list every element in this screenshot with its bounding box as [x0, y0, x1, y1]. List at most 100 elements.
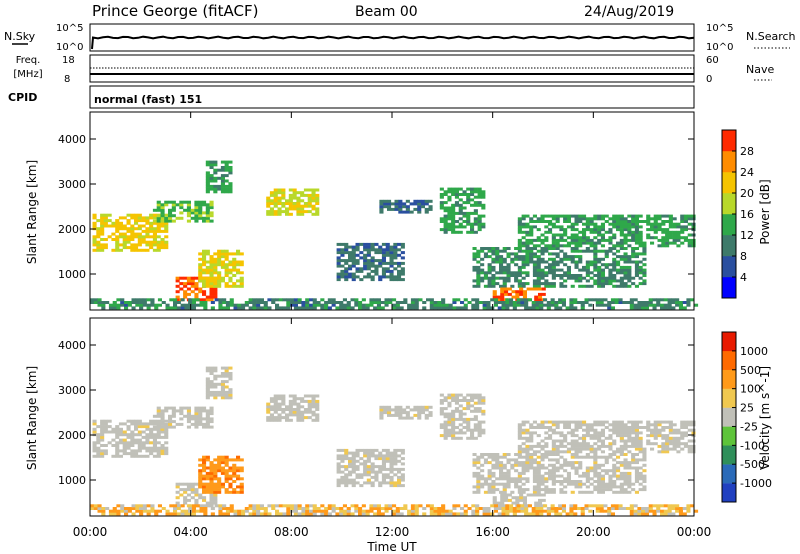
- echo-cell: [680, 442, 685, 446]
- echo-cell: [220, 382, 225, 386]
- echo-cell: [512, 512, 517, 516]
- echo-cell: [522, 501, 527, 505]
- echo-cell: [667, 507, 672, 510]
- echo-cell: [152, 235, 157, 239]
- echo-cell: [566, 255, 571, 259]
- echo-cell: [263, 306, 268, 310]
- echo-cell: [213, 498, 218, 502]
- echo-cell: [379, 207, 384, 211]
- echo-cell: [205, 471, 210, 475]
- echo-cell: [631, 252, 636, 256]
- echo-cell: [324, 306, 329, 310]
- echo-cell: [619, 426, 624, 429]
- echo-cell: [589, 228, 594, 232]
- echo-cell: [585, 477, 590, 481]
- echo-cell: [661, 434, 666, 438]
- echo-cell: [288, 399, 293, 403]
- echo-cell: [447, 401, 452, 405]
- echo-cell: [351, 465, 356, 469]
- echo-cell: [209, 382, 214, 386]
- echo-cell: [521, 450, 526, 454]
- echo-cell: [657, 450, 662, 454]
- echo-cell: [481, 409, 486, 413]
- echo-cell: [638, 241, 643, 245]
- echo-cell: [100, 232, 105, 236]
- echo-cell: [220, 390, 225, 394]
- echo-cell: [529, 249, 534, 253]
- echo-cell: [393, 451, 398, 455]
- echo-cell: [273, 408, 278, 411]
- echo-cell: [409, 202, 414, 206]
- echo-cell: [103, 219, 108, 223]
- echo-cell: [536, 442, 541, 446]
- echo-cell: [536, 485, 541, 489]
- echo-cell: [348, 457, 353, 461]
- echo-cell: [205, 501, 210, 505]
- echo-cell: [517, 282, 522, 286]
- echo-cell: [236, 458, 241, 462]
- echo-cell: [653, 434, 658, 438]
- echo-cell: [646, 434, 651, 438]
- echo-cell: [619, 477, 624, 481]
- echo-cell: [217, 168, 222, 172]
- echo-cell: [559, 434, 564, 438]
- echo-cell: [292, 202, 297, 205]
- echo-cell: [529, 260, 534, 264]
- echo-cell: [315, 212, 320, 216]
- echo-cell: [380, 306, 385, 310]
- echo-cell: [661, 244, 666, 248]
- echo-cell: [149, 446, 154, 450]
- echo-cell: [491, 471, 496, 475]
- echo-cell: [486, 303, 491, 307]
- echo-cell: [355, 259, 360, 263]
- echo-cell: [672, 238, 677, 242]
- echo-cell: [188, 306, 193, 310]
- echo-cell: [668, 217, 673, 221]
- echo-cell: [344, 481, 349, 485]
- echo-cell: [202, 290, 207, 294]
- echo-cell: [663, 306, 668, 310]
- echo-cell: [600, 228, 605, 232]
- echo-cell: [269, 199, 274, 203]
- echo-cell: [205, 388, 210, 392]
- echo-cell: [607, 507, 612, 510]
- echo-cell: [410, 512, 415, 516]
- echo-cell: [420, 408, 425, 412]
- echo-cell: [420, 205, 425, 209]
- echo-cell: [610, 507, 615, 510]
- echo-cell: [509, 303, 514, 307]
- echo-cell: [428, 413, 433, 417]
- echo-cell: [540, 274, 545, 277]
- echo-cell: [130, 419, 135, 423]
- echo-cell: [409, 408, 414, 412]
- echo-cell: [517, 450, 522, 454]
- colorbar-segment: [722, 256, 736, 278]
- echo-cell: [389, 478, 394, 482]
- echo-cell: [130, 438, 135, 442]
- echo-cell: [687, 217, 692, 221]
- echo-cell: [497, 512, 502, 516]
- echo-cell: [514, 485, 519, 489]
- echo-cell: [369, 507, 374, 510]
- echo-cell: [124, 301, 129, 304]
- echo-cell: [131, 504, 136, 508]
- echo-cell: [149, 246, 154, 250]
- echo-cell: [269, 212, 274, 216]
- echo-cell: [641, 303, 646, 307]
- velocity-colorbar-label: Velocity [m s^-1]: [758, 366, 772, 470]
- echo-cell: [512, 306, 517, 310]
- echo-cell: [389, 470, 394, 474]
- echo-cell: [267, 504, 272, 508]
- echo-cell: [175, 295, 180, 299]
- echo-cell: [293, 301, 298, 304]
- echo-cell: [480, 453, 485, 456]
- echo-cell: [521, 257, 526, 261]
- echo-cell: [604, 249, 609, 253]
- echo-cell: [532, 265, 537, 269]
- echo-cell: [678, 303, 683, 307]
- echo-cell: [209, 200, 214, 204]
- echo-cell: [137, 422, 142, 426]
- echo-cell: [346, 509, 351, 513]
- echo-cell: [351, 478, 356, 482]
- echo-cell: [141, 240, 146, 244]
